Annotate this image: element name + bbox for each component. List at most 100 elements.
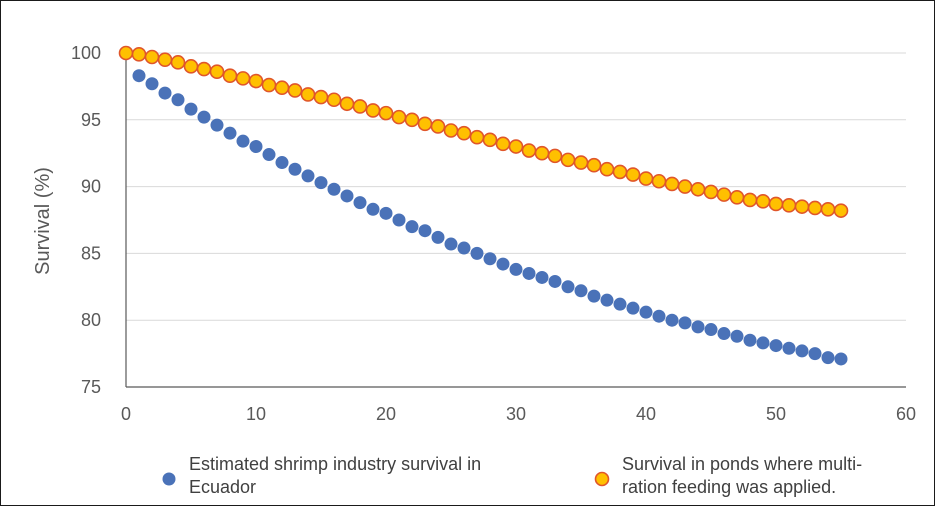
multi-ration-point <box>404 112 420 128</box>
industry-survival-point <box>314 176 328 190</box>
industry-survival-point <box>184 102 198 116</box>
industry-survival-point <box>210 118 224 132</box>
multi-ration-point <box>690 181 706 197</box>
industry-survival-point <box>392 213 406 227</box>
multi-ration-point <box>807 200 823 216</box>
industry-survival-point <box>249 140 263 154</box>
industry-survival-point <box>132 69 146 83</box>
multi-ration-point <box>170 55 186 70</box>
multi-ration-point <box>833 203 849 218</box>
industry-survival-point <box>613 297 627 311</box>
industry-survival-point <box>795 344 809 358</box>
industry-survival-point <box>678 316 692 330</box>
y-tick-label: 95 <box>81 110 101 130</box>
industry-survival-point <box>743 333 757 347</box>
industry-survival-point <box>548 274 562 288</box>
axes <box>125 53 906 388</box>
series-industry-survival <box>119 46 848 366</box>
multi-ration-point <box>521 143 537 158</box>
industry-survival-point <box>834 352 848 366</box>
industry-survival-point <box>262 148 276 162</box>
multi-ration-point <box>729 189 745 205</box>
multi-ration-point <box>664 176 680 192</box>
y-tick-label: 100 <box>71 43 101 63</box>
y-tick-label: 75 <box>81 377 101 397</box>
multi-ration-point <box>131 47 147 62</box>
x-tick-label: 10 <box>246 404 266 424</box>
multi-ration-point <box>638 171 654 186</box>
industry-survival-point <box>496 257 510 271</box>
multi-ration-point <box>781 198 797 213</box>
industry-survival-point <box>769 339 783 353</box>
industry-survival-point <box>600 293 614 307</box>
multi-ration-point <box>560 152 576 168</box>
multi-ration-point <box>742 192 758 208</box>
multi-ration-point <box>820 202 836 217</box>
x-tick-label: 40 <box>636 404 656 424</box>
multi-ration-point <box>417 116 433 132</box>
gridlines <box>126 52 906 321</box>
industry-survival-point <box>730 329 744 343</box>
x-tick-labels: 0 10 20 30 40 50 60 <box>121 404 916 424</box>
industry-survival-point <box>691 320 705 334</box>
industry-survival-point <box>340 189 354 203</box>
multi-ration-point <box>625 167 641 182</box>
industry-survival-point <box>457 241 471 255</box>
multi-ration-point <box>300 87 316 102</box>
industry-survival-point <box>431 230 445 244</box>
industry-survival-point <box>639 305 653 319</box>
legend: Estimated shrimp industry survival in Ecu… <box>162 454 862 497</box>
multi-ration-point <box>222 68 238 84</box>
multi-ration-point <box>313 89 329 105</box>
industry-survival-point <box>756 336 770 350</box>
industry-survival-point <box>821 351 835 365</box>
industry-survival-point <box>561 280 575 294</box>
multi-ration-point <box>703 184 719 200</box>
multi-ration-point <box>651 173 667 189</box>
x-tick-label: 30 <box>506 404 526 424</box>
industry-survival-point <box>782 341 796 355</box>
multi-ration-point <box>430 119 446 134</box>
x-tick-label: 20 <box>376 404 396 424</box>
multi-ration-point <box>365 103 381 118</box>
industry-survival-point <box>587 289 601 303</box>
multi-ration-point <box>547 148 563 164</box>
legend-label: Estimated shrimp industry survival in <box>189 454 481 474</box>
multi-ration-point <box>755 193 771 209</box>
series-multi-ration-survival <box>118 45 849 218</box>
y-tick-labels: 75 80 85 90 95 100 <box>71 43 101 397</box>
multi-ration-point <box>209 64 225 80</box>
industry-survival-point <box>704 323 718 337</box>
industry-survival-point <box>535 270 549 284</box>
multi-ration-point <box>469 129 485 145</box>
multi-ration-point <box>235 71 251 86</box>
multi-ration-point <box>482 132 498 148</box>
industry-survival-point <box>509 262 523 276</box>
multi-ration-point <box>378 105 394 121</box>
industry-survival-point <box>574 284 588 298</box>
industry-survival-point <box>275 156 289 170</box>
industry-survival-point <box>327 182 341 196</box>
industry-survival-point <box>171 93 185 107</box>
multi-ration-point <box>677 179 693 194</box>
multi-ration-point <box>612 164 628 180</box>
industry-survival-point <box>379 206 393 220</box>
multi-ration-point <box>534 145 550 161</box>
legend-marker <box>594 471 610 487</box>
multi-ration-point <box>144 49 160 65</box>
multi-ration-point <box>196 61 212 77</box>
industry-survival-point <box>197 110 211 124</box>
multi-ration-point <box>586 157 602 173</box>
x-tick-label: 50 <box>766 404 786 424</box>
industry-survival-point <box>444 237 458 251</box>
industry-survival-point <box>652 309 666 323</box>
legend-label: Ecuador <box>189 477 256 497</box>
industry-survival-point <box>522 266 536 280</box>
multi-ration-point <box>716 187 732 202</box>
legend-marker <box>162 472 176 486</box>
industry-survival-point <box>366 202 380 216</box>
legend-label: Survival in ponds where multi- <box>622 454 862 474</box>
industry-survival-point <box>223 126 237 140</box>
multi-ration-point <box>157 52 173 67</box>
